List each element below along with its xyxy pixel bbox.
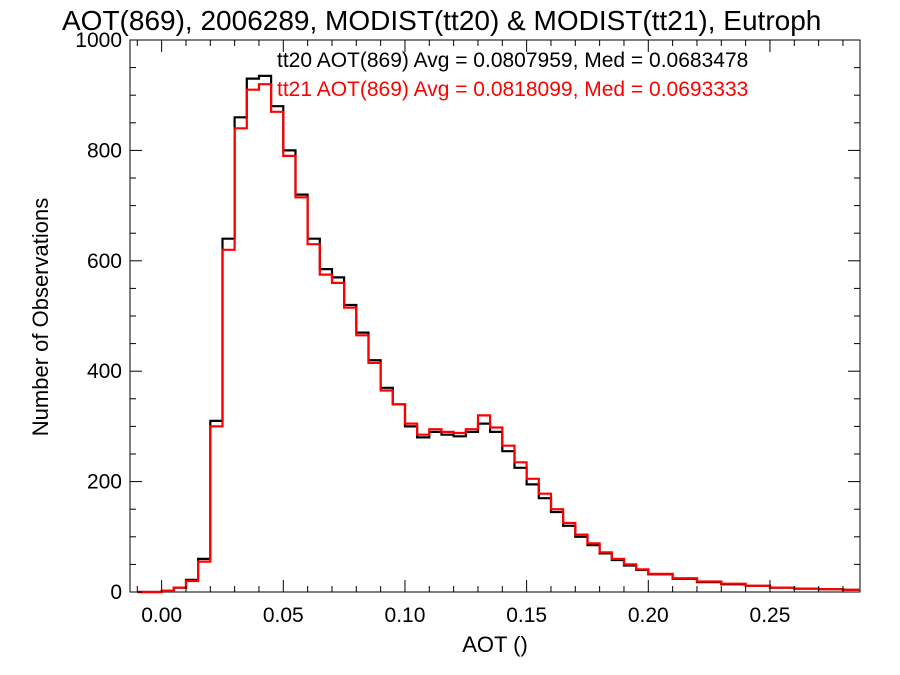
- x-axis-label: AOT (): [462, 632, 528, 657]
- legend-tt20-stats: tt20 AOT(869) Avg = 0.0807959, Med = 0.0…: [277, 49, 748, 72]
- x-tick-label: 0.15: [506, 604, 547, 627]
- y-tick-label: 600: [87, 250, 122, 273]
- tick-layer: 0.00 0.05 0.10 0.15 0.20 0.25 0 200 400 600 800 100…: [75, 29, 860, 627]
- x-tick-label: 0.20: [628, 604, 669, 627]
- y-tick-label: 800: [87, 139, 122, 162]
- plot-border: [129, 39, 861, 593]
- legend-tt21-stats: tt21 AOT(869) Avg = 0.0818099, Med = 0.0…: [277, 78, 748, 101]
- series-line-0: [137, 74, 860, 594]
- x-tick-label: 0.00: [141, 604, 182, 627]
- y-tick-label: 0: [110, 581, 122, 604]
- chart-title: AOT(869), 2006289, MODIST(tt20) & MODIST…: [62, 5, 821, 36]
- y-tick-label: 400: [87, 360, 122, 383]
- x-tick-label: 0.10: [385, 604, 426, 627]
- y-tick-label: 1000: [75, 29, 122, 52]
- y-axis-label: Number of Observations: [28, 198, 53, 436]
- plot-frame: [129, 39, 861, 593]
- series-layer: [137, 74, 860, 594]
- y-tick-label: 200: [87, 471, 122, 494]
- x-tick-label: 0.05: [263, 604, 304, 627]
- x-tick-label: 0.25: [750, 604, 791, 627]
- series-line-1: [137, 83, 860, 594]
